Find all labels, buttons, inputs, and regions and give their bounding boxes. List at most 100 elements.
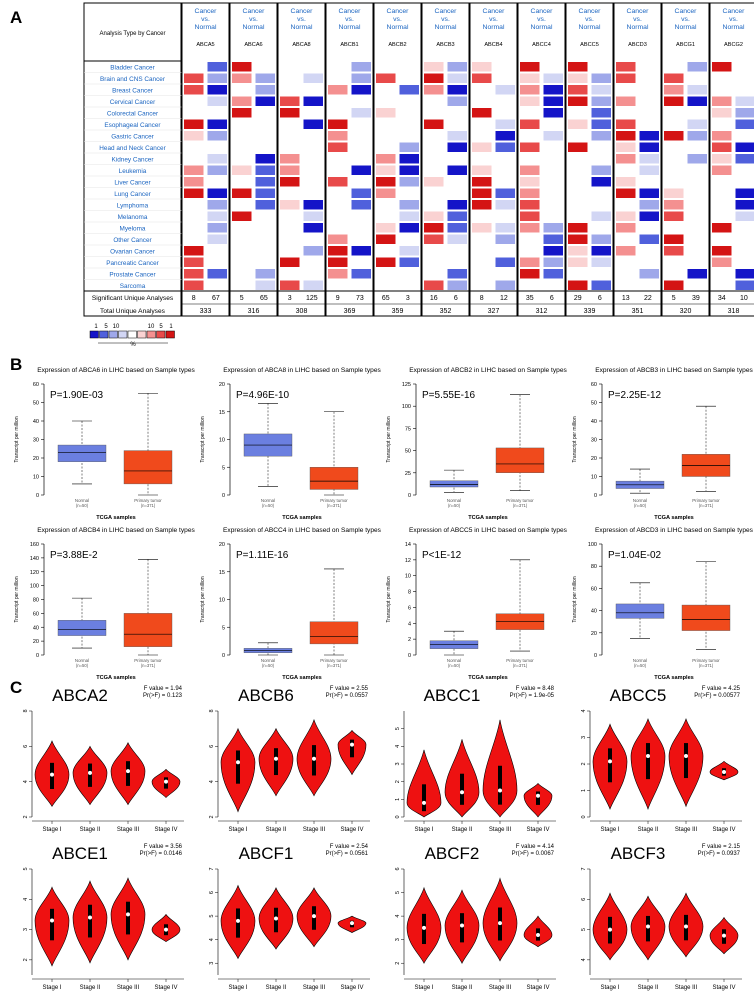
cancer-label: Ovarian Cancer bbox=[110, 248, 156, 255]
heatmap-cell bbox=[520, 85, 540, 95]
boxplot-tick-label: 100 bbox=[402, 404, 411, 410]
heatmap-cell bbox=[280, 165, 300, 175]
boxplot-group-label: Normal bbox=[447, 658, 461, 663]
heatmap-cell bbox=[303, 280, 323, 290]
boxplot-tick-label: 0 bbox=[36, 653, 39, 659]
heatmap-cell bbox=[376, 73, 396, 83]
violin-tick-label: 1 bbox=[581, 789, 587, 792]
cancer-label: Cervical Cancer bbox=[110, 99, 156, 106]
boxplot-tick-label: 12 bbox=[405, 558, 411, 564]
violin-iqr-bar bbox=[350, 739, 354, 758]
heatmap-cell bbox=[495, 119, 515, 129]
boxplot-tick-label: 14 bbox=[405, 542, 411, 548]
heatmap-cell bbox=[591, 280, 611, 290]
heatmap-cell bbox=[399, 246, 419, 256]
boxplot-group-n: (n=371) bbox=[327, 663, 342, 668]
gene-column-frame bbox=[469, 2, 518, 317]
violin-tick-label: 8 bbox=[209, 709, 215, 712]
heatmap-cell bbox=[255, 165, 275, 175]
heatmap-cell bbox=[591, 119, 611, 129]
boxplot-pvalue: P<1E-12 bbox=[422, 550, 462, 561]
boxplot-tick-label: 60 bbox=[33, 611, 39, 617]
boxplot-xlabel: TCGA samples bbox=[468, 515, 508, 521]
gene-column-frame bbox=[421, 2, 470, 317]
heatmap-cell bbox=[568, 62, 588, 72]
boxplot-group-n: (n=371) bbox=[141, 503, 156, 508]
boxplot-panel: Expression of ABCA6 in LIHC based on Sam… bbox=[14, 367, 754, 680]
heatmap-cell bbox=[447, 234, 467, 244]
gene-name: ABCB1 bbox=[340, 42, 358, 48]
violin-median-dot bbox=[350, 742, 354, 747]
violin-gene-title: ABCF1 bbox=[239, 844, 294, 863]
heatmap-cell bbox=[424, 73, 444, 83]
cancer-label: Liver Cancer bbox=[114, 179, 151, 186]
cancer-label: Lung Cancer bbox=[114, 191, 151, 198]
heatmap-cell bbox=[591, 177, 611, 187]
legend-swatch bbox=[156, 330, 166, 339]
violin-median-dot bbox=[50, 772, 54, 777]
violin-iqr-bar bbox=[126, 761, 130, 786]
heatmap-cell bbox=[255, 200, 275, 210]
boxplot-group-label: Normal bbox=[633, 498, 647, 503]
boxplot-box bbox=[57, 444, 107, 462]
boxplot-group-n: (n=50) bbox=[448, 663, 461, 668]
boxplot-1: Expression of ABCA6 in LIHC based on Sam… bbox=[14, 367, 196, 521]
total-value: 369 bbox=[344, 308, 356, 315]
boxplot-tick-label: 0 bbox=[36, 493, 39, 499]
boxplot-group-n: (n=50) bbox=[634, 663, 647, 668]
violin-median-dot bbox=[236, 760, 240, 765]
heatmap-cell bbox=[207, 62, 227, 72]
heatmap-cell bbox=[328, 85, 348, 95]
violin-tick-label: 2 bbox=[209, 815, 215, 818]
boxplot-tick-label: 15 bbox=[219, 570, 225, 576]
boxplot-ylabel: Transcript per million bbox=[386, 416, 392, 462]
violin-median-dot bbox=[684, 924, 688, 929]
legend-swatch bbox=[127, 330, 137, 339]
heatmap-cell bbox=[328, 269, 348, 279]
heatmap-cell bbox=[520, 257, 540, 267]
legend-tick: 10 bbox=[113, 324, 120, 330]
heatmap-cell bbox=[255, 177, 275, 187]
violin-tick-label: 4 bbox=[395, 745, 401, 748]
boxplot-xlabel: TCGA samples bbox=[654, 675, 694, 680]
heatmap-cell bbox=[735, 142, 754, 152]
heatmap-cell bbox=[447, 165, 467, 175]
heatmap-cell bbox=[543, 269, 563, 279]
violin-median-dot bbox=[312, 756, 316, 761]
heatmap-cell bbox=[376, 154, 396, 164]
heatmap-cell bbox=[280, 108, 300, 118]
violin-tick-label: 7 bbox=[581, 867, 587, 870]
boxplot-tick-label: 25 bbox=[405, 471, 411, 477]
significant-value: 5 bbox=[672, 295, 676, 302]
violin-prf: Pr(>F) = 0.0561 bbox=[326, 851, 369, 857]
boxplot-tick-label: 20 bbox=[219, 542, 225, 548]
heatmap-cell bbox=[184, 246, 204, 256]
significant-value: 12 bbox=[500, 295, 508, 302]
heatmap-cell bbox=[328, 177, 348, 187]
violin-median-dot bbox=[536, 793, 540, 798]
boxplot-group-label: Primary tumor bbox=[134, 658, 162, 663]
heatmap-cell bbox=[255, 85, 275, 95]
heatmap-cell bbox=[687, 96, 707, 106]
heatmap-cell bbox=[639, 200, 659, 210]
heatmap-cell bbox=[712, 257, 732, 267]
boxplot-tick-label: 60 bbox=[33, 382, 39, 388]
violin-stage-label: Stage IV bbox=[340, 827, 363, 833]
heatmap-cell bbox=[280, 154, 300, 164]
total-value: 316 bbox=[248, 308, 260, 315]
gene-name: ABCB4 bbox=[484, 42, 502, 48]
heatmap-cell bbox=[591, 73, 611, 83]
violin-tick-label: 2 bbox=[395, 962, 401, 965]
heatmap-cell bbox=[447, 280, 467, 290]
heatmap-cell bbox=[255, 73, 275, 83]
violin-iqr-bar bbox=[608, 748, 612, 783]
gene-name: ABCG2 bbox=[724, 42, 743, 48]
boxplot-xlabel: TCGA samples bbox=[654, 515, 694, 521]
heatmap-cell bbox=[664, 200, 684, 210]
heatmap-cell bbox=[207, 165, 227, 175]
heatmap-cell bbox=[328, 234, 348, 244]
cancer-label: Melanoma bbox=[118, 214, 148, 221]
